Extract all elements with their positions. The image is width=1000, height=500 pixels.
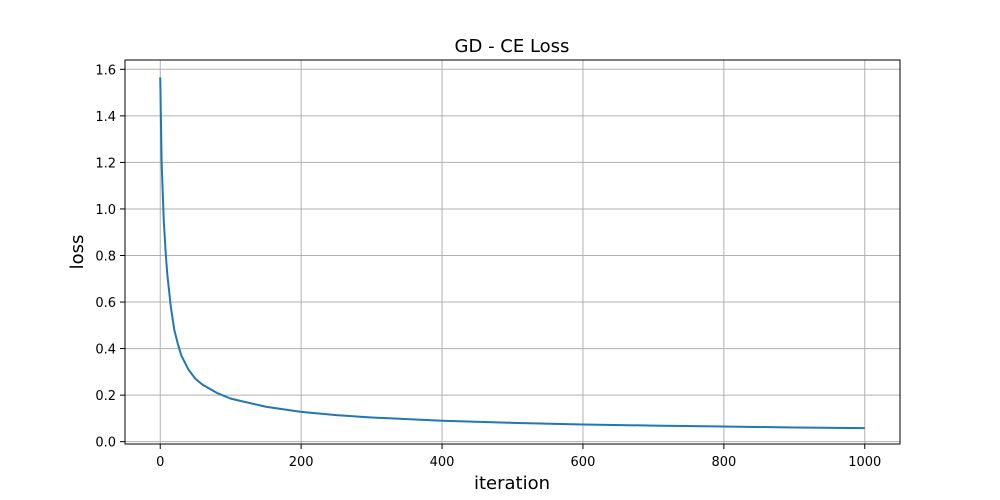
y-tick-label: 1.6: [95, 63, 116, 78]
y-tick-label: 1.4: [95, 110, 116, 125]
loss-series-line: [159, 77, 865, 430]
y-tick-label: 0.2: [95, 389, 116, 404]
y-tick-label: 0.4: [95, 343, 116, 358]
x-tick-label: 0: [156, 455, 164, 470]
x-tick-label: 200: [289, 455, 314, 470]
x-tick-label: 1000: [848, 455, 881, 470]
x-axis-label: iteration: [474, 473, 550, 494]
y-tick-label: 1.0: [95, 203, 116, 218]
y-axis-label: loss: [67, 235, 88, 270]
y-tick-label: 0.6: [95, 296, 116, 311]
x-axis-ticks: 0 200 400 600 800 1000: [156, 444, 881, 470]
plot-frame: [124, 59, 901, 445]
series-layer: [159, 77, 865, 430]
y-tick-label: 0.8: [95, 249, 116, 264]
y-tick-label: 0.0: [95, 436, 116, 451]
grid-lines: [125, 60, 900, 444]
y-axis-ticks: 0.0 0.2 0.4 0.6 0.8 1.0 1.2 1.4 1.6: [95, 63, 125, 451]
x-tick-label: 800: [711, 455, 736, 470]
x-tick-label: 600: [571, 455, 596, 470]
chart-title: GD - CE Loss: [455, 36, 570, 57]
x-tick-label: 400: [430, 455, 455, 470]
y-tick-label: 1.2: [95, 156, 116, 171]
